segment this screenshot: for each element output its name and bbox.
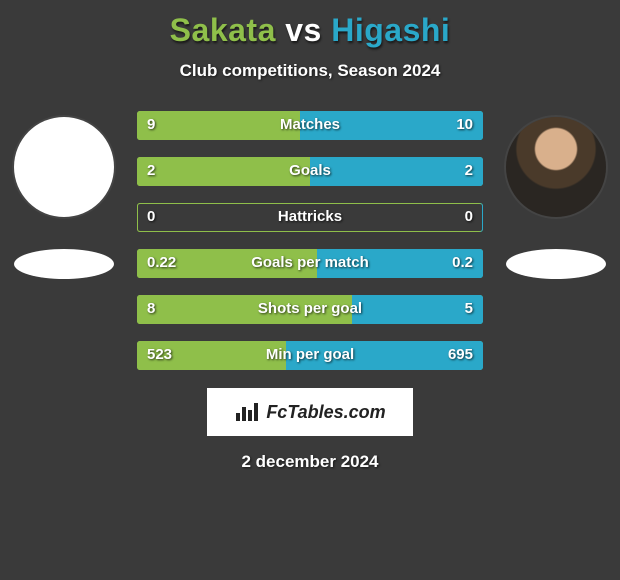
title-player1: Sakata [170, 12, 276, 48]
content: 910Matches22Goals00Hattricks0.220.2Goals… [0, 111, 620, 370]
stat-fill-right [352, 295, 483, 324]
stat-value-right: 695 [448, 341, 473, 369]
player1-avatar [14, 117, 114, 217]
player2-club-placeholder [506, 249, 606, 279]
stat-value-left: 2 [147, 157, 155, 185]
stat-row: 0 0Hattricks [137, 203, 483, 232]
stat-row: 0.220.2Goals per match [137, 249, 483, 278]
left-side [9, 111, 119, 279]
bars-icon [234, 401, 260, 423]
player2-avatar [506, 117, 606, 217]
stat-bars: 910Matches22Goals00Hattricks0.220.2Goals… [137, 111, 483, 370]
subtitle: Club competitions, Season 2024 [0, 61, 620, 81]
stat-row: 85Shots per goal [137, 295, 483, 324]
comparison-card: Sakata vs Higashi Club competitions, Sea… [0, 0, 620, 472]
source-logo: FcTables.com [207, 388, 413, 436]
stat-value-left: 0.22 [147, 249, 176, 277]
stat-row: 22Goals [137, 157, 483, 186]
stat-value-left: 523 [147, 341, 172, 369]
title-player2: Higashi [331, 12, 450, 48]
page-title: Sakata vs Higashi [0, 12, 620, 49]
right-side [501, 111, 611, 279]
title-vs: vs [285, 12, 322, 48]
stat-value-right: 5 [465, 295, 473, 323]
stat-value-left: 0 [147, 203, 155, 231]
stat-value-right: 0.2 [452, 249, 473, 277]
stat-fill-left [137, 295, 352, 324]
stat-fill-left [137, 111, 300, 140]
date: 2 december 2024 [0, 452, 620, 472]
player1-club-placeholder [14, 249, 114, 279]
stat-fill-right [310, 157, 483, 186]
stat-label: Hattricks [137, 203, 483, 231]
stat-value-right: 2 [465, 157, 473, 185]
stat-value-left: 9 [147, 111, 155, 139]
stat-row: 523695Min per goal [137, 341, 483, 370]
stat-value-left: 8 [147, 295, 155, 323]
stat-fill-left [137, 157, 310, 186]
stat-row: 910Matches [137, 111, 483, 140]
stat-value-right: 10 [456, 111, 473, 139]
stat-value-right: 0 [465, 203, 473, 231]
source-logo-text: FcTables.com [266, 402, 385, 423]
